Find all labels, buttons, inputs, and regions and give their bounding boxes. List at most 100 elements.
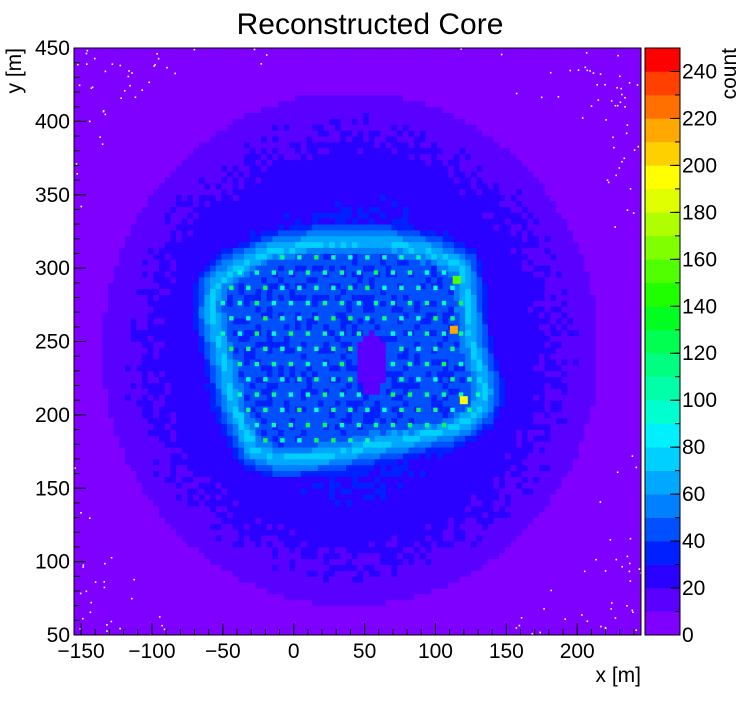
heatmap-cell xyxy=(147,329,154,337)
heatmap-cell xyxy=(153,59,160,67)
heatmap-cell xyxy=(102,106,109,113)
heatmap-cell xyxy=(159,212,166,219)
heatmap-cell xyxy=(283,312,290,319)
heatmap-cell xyxy=(85,130,92,137)
heatmap-cell xyxy=(187,229,194,237)
heatmap-cell xyxy=(204,359,211,366)
heatmap-cell xyxy=(210,517,217,524)
heatmap-cell xyxy=(266,605,273,612)
heatmap-cell xyxy=(289,77,296,84)
heatmap-cell xyxy=(244,617,251,624)
heatmap-cell xyxy=(96,171,103,178)
heatmap-cell xyxy=(278,136,285,143)
heatmap-cell xyxy=(170,529,177,536)
heatmap-cell xyxy=(187,546,194,554)
heatmap-cell xyxy=(136,400,143,407)
heatmap-cell xyxy=(204,588,211,595)
heatmap-cell xyxy=(272,59,279,67)
heatmap-cell xyxy=(153,130,160,137)
heatmap-cell xyxy=(210,347,217,354)
heatmap-cell xyxy=(85,265,92,272)
heatmap-cell xyxy=(108,423,115,430)
heatmap-cell xyxy=(334,329,341,337)
heatmap-cell xyxy=(317,112,324,119)
heatmap-cell xyxy=(329,482,336,489)
heatmap-cell xyxy=(323,382,330,389)
heatmap-cell xyxy=(215,494,222,501)
heatmap-cell xyxy=(249,147,256,155)
heatmap-cell xyxy=(278,224,285,231)
heatmap-cell xyxy=(334,611,341,618)
heatmap-cell xyxy=(306,353,313,360)
heatmap-cell xyxy=(323,235,330,243)
heatmap-cell xyxy=(170,564,177,571)
heatmap-cell xyxy=(204,83,211,90)
heatmap-cell xyxy=(96,329,103,337)
heatmap-cell xyxy=(357,94,364,102)
heatmap-cell xyxy=(227,623,234,630)
heatmap-cell xyxy=(329,535,336,542)
heatmap-cell xyxy=(283,94,290,102)
heatmap-cell xyxy=(170,276,177,284)
heatmap-cell xyxy=(278,611,285,618)
heatmap-cell xyxy=(357,629,364,635)
heatmap-cell xyxy=(153,541,160,548)
heatmap-cell xyxy=(142,476,149,483)
heatmap-cell xyxy=(113,177,120,184)
heatmap-cell xyxy=(215,570,222,577)
heatmap-cell xyxy=(340,188,347,196)
heatmap-cell xyxy=(340,535,347,542)
heatmap-cell xyxy=(334,505,341,513)
heatmap-cell xyxy=(176,464,183,472)
heatmap-cell xyxy=(334,353,341,360)
heatmap-cell xyxy=(187,370,194,378)
heatmap-cell xyxy=(210,106,217,113)
heatmap-cell xyxy=(317,124,324,131)
heatmap-cell xyxy=(283,147,290,155)
heatmap-cell xyxy=(289,306,296,313)
heatmap-cell xyxy=(170,288,177,295)
heatmap-cell xyxy=(130,141,137,149)
heatmap-cell xyxy=(244,136,251,143)
heatmap-cell xyxy=(289,529,296,536)
heatmap-cell xyxy=(357,253,364,260)
heatmap-cell xyxy=(351,382,358,389)
heatmap-cell xyxy=(215,588,222,595)
heatmap-cell xyxy=(204,118,211,125)
heatmap-cell xyxy=(227,53,234,61)
heatmap-cell xyxy=(249,106,256,113)
heatmap-cell xyxy=(159,112,166,119)
heatmap-cell xyxy=(91,435,98,442)
heatmap-cell xyxy=(198,505,205,513)
heatmap-cell xyxy=(312,188,319,196)
heatmap-cell xyxy=(170,523,177,530)
heatmap-cell xyxy=(300,259,307,266)
heatmap-cell xyxy=(136,376,143,383)
heatmap-cell xyxy=(74,464,81,472)
heatmap-cell xyxy=(351,359,358,366)
heatmap-cell xyxy=(306,447,313,454)
heatmap-cell xyxy=(79,394,86,401)
heatmap-cell xyxy=(198,447,205,454)
heatmap-cell xyxy=(125,306,132,313)
heatmap-cell xyxy=(306,177,313,184)
heatmap-cell xyxy=(142,546,149,554)
heatmap-cell xyxy=(176,435,183,442)
heatmap-cell xyxy=(238,65,245,72)
heatmap-cell xyxy=(289,194,296,202)
heatmap-cell xyxy=(215,159,222,166)
heatmap-cell xyxy=(306,141,313,149)
heatmap-cell xyxy=(289,124,296,131)
heatmap-cell xyxy=(215,112,222,119)
heatmap-cell xyxy=(312,65,319,72)
heatmap-cell xyxy=(329,200,336,207)
heatmap-cell xyxy=(266,177,273,184)
heatmap-cell xyxy=(85,259,92,266)
heatmap-cell xyxy=(108,271,115,278)
heatmap-cell xyxy=(85,77,92,84)
heatmap-cell xyxy=(283,294,290,301)
heatmap-cell xyxy=(159,541,166,548)
heatmap-cell xyxy=(221,106,228,113)
heatmap-cell xyxy=(193,623,200,630)
heatmap-cell xyxy=(130,447,137,454)
